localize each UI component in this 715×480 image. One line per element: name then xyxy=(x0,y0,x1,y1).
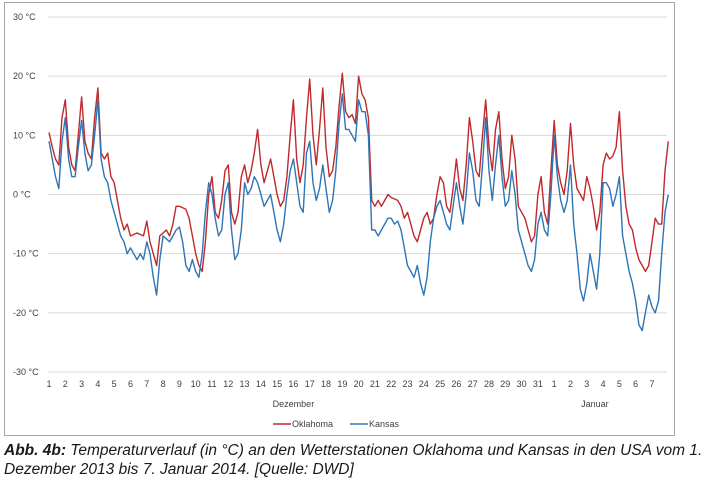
x-tick-label: 31 xyxy=(533,379,543,389)
series-line-kansas xyxy=(48,93,669,332)
x-tick-label: 24 xyxy=(419,379,429,389)
x-tick-label: 5 xyxy=(112,379,117,389)
y-tick-label: -10 °C xyxy=(13,249,39,259)
x-tick-label: 16 xyxy=(288,379,298,389)
x-tick-label: 1 xyxy=(552,379,557,389)
y-tick-label: -20 °C xyxy=(13,308,39,318)
y-tick-label: 20 °C xyxy=(13,71,36,81)
caption-label: Abb. 4b: xyxy=(4,442,66,459)
x-tick-label: 6 xyxy=(128,379,133,389)
x-tick-label: 22 xyxy=(386,379,396,389)
x-tick-label: 6 xyxy=(633,379,638,389)
y-tick-label: 30 °C xyxy=(13,12,36,22)
x-tick-label: 26 xyxy=(451,379,461,389)
x-tick-label: 28 xyxy=(484,379,494,389)
x-tick-label: 3 xyxy=(79,379,84,389)
y-tick-labels: 30 °C 20 °C 10 °C 0 °C -10 °C -20 °C -30 °C xyxy=(13,12,39,377)
x-tick-label: 1 xyxy=(46,379,51,389)
x-tick-label: 13 xyxy=(240,379,250,389)
x-tick-label: 18 xyxy=(321,379,331,389)
x-tick-label: 19 xyxy=(337,379,347,389)
x-tick-label: 25 xyxy=(435,379,445,389)
x-tick-label: 21 xyxy=(370,379,380,389)
figure-caption: Abb. 4b: Temperaturverlauf (in °C) an de… xyxy=(4,441,709,479)
x-tick-label: 2 xyxy=(568,379,573,389)
x-tick-label: 7 xyxy=(649,379,654,389)
x-tick-label: 27 xyxy=(468,379,478,389)
x-tick-label: 4 xyxy=(601,379,606,389)
y-tick-label: -30 °C xyxy=(13,367,39,377)
x-tick-label: 9 xyxy=(177,379,182,389)
series-line-oklahoma xyxy=(48,72,669,273)
x-tick-label: 2 xyxy=(63,379,68,389)
x-tick-label: 11 xyxy=(207,379,216,389)
month-labels: Dezember Januar xyxy=(273,399,609,409)
x-tick-label: 10 xyxy=(191,379,201,389)
x-tick-label: 15 xyxy=(272,379,282,389)
legend-label-kansas: Kansas xyxy=(369,419,400,429)
x-tick-label: 23 xyxy=(403,379,413,389)
gridlines xyxy=(48,16,667,373)
y-tick-label: 0 °C xyxy=(13,190,31,200)
series-lines xyxy=(48,72,669,332)
x-tick-labels: 1 2 3 4 5 6 7 8 9 10 11 12 13 14 15 16 17 18 19 20 21 22 23 24 2… xyxy=(46,379,654,389)
x-tick-label: 30 xyxy=(517,379,527,389)
month-label: Dezember xyxy=(273,399,315,409)
x-tick-label: 17 xyxy=(305,379,315,389)
legend-label-oklahoma: Oklahoma xyxy=(292,419,333,429)
x-tick-label: 5 xyxy=(617,379,622,389)
x-tick-label: 8 xyxy=(161,379,166,389)
x-tick-label: 29 xyxy=(500,379,510,389)
x-tick-label: 7 xyxy=(144,379,149,389)
caption-text: Temperaturverlauf (in °C) an den Wetters… xyxy=(4,442,703,478)
x-tick-label: 14 xyxy=(256,379,266,389)
x-tick-label: 4 xyxy=(95,379,100,389)
x-tick-label: 3 xyxy=(584,379,589,389)
y-tick-label: 10 °C xyxy=(13,130,36,140)
month-label: Januar xyxy=(581,399,609,409)
x-tick-label: 12 xyxy=(223,379,233,389)
x-tick-label: 20 xyxy=(354,379,364,389)
legend: Oklahoma Kansas xyxy=(273,419,400,429)
